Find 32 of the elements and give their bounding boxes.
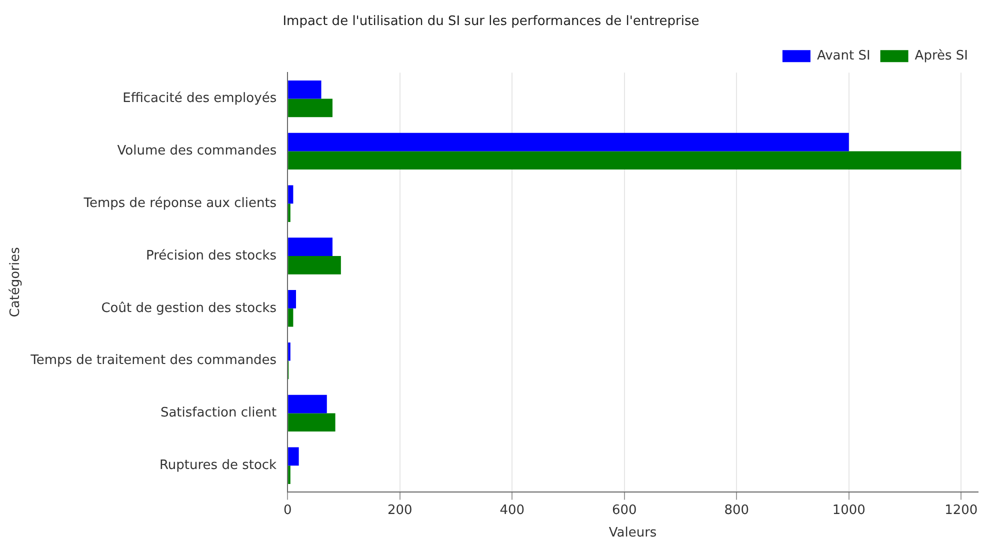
y-axis-title: Catégories [8,246,24,318]
y-tick-label: Précision des stocks [146,248,277,264]
y-tick-label: Volume des commandes [117,144,277,159]
bar [288,447,299,466]
x-tick-label: 0 [283,502,292,518]
y-tick-label: Temps de réponse aux clients [82,196,277,211]
x-tick-label: 200 [387,502,412,518]
x-tick-label: 1000 [832,502,866,518]
y-tick-label: Ruptures de stock [159,458,278,473]
bar [288,413,336,432]
bar [288,308,294,327]
bar [288,238,332,256]
y-tick-label: Efficacité des employés [122,91,277,106]
bar [288,151,962,170]
y-tick-label: Temps de traitement des commandes [30,353,277,368]
x-axis-title: Valeurs [608,526,657,541]
x-tick-label: 800 [724,502,750,518]
x-tick-label: 400 [500,502,525,518]
x-tick-label: 1200 [944,502,978,518]
bar [288,290,296,308]
legend-label: Avant SI [816,48,870,64]
bar [288,256,341,274]
x-tick-label: 600 [612,502,637,518]
legend-label: Après SI [914,48,968,64]
chart-title: Impact de l'utilisation du SI sur les performances de l'entreprise [282,14,700,30]
bar [288,185,294,204]
bar [288,132,849,152]
y-tick-label: Coût de gestion des stocks [101,300,277,316]
bar [288,394,327,414]
bar [288,80,322,99]
y-tick-label: Satisfaction client [160,406,277,421]
bar [288,98,332,118]
